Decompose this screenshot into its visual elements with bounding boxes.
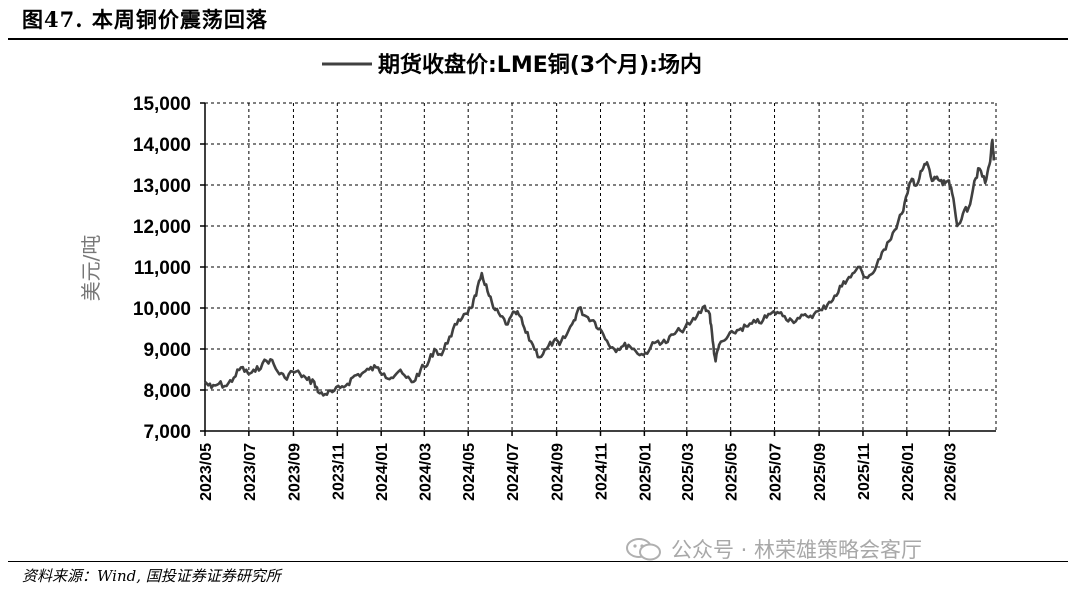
legend: 期货收盘价:LME铜(3个月):场内 bbox=[322, 52, 702, 78]
x-tick-label: 2025/11 bbox=[856, 443, 873, 500]
x-tick-label: 2024/11 bbox=[594, 443, 611, 500]
legend-label: 期货收盘价:LME铜(3个月):场内 bbox=[378, 52, 702, 78]
x-tick-label: 2025/03 bbox=[680, 443, 697, 501]
wechat-icon bbox=[625, 537, 663, 561]
x-tick-label: 2023/07 bbox=[242, 443, 259, 501]
x-tick-label: 2024/05 bbox=[461, 443, 478, 501]
x-tick-label: 2024/01 bbox=[374, 443, 391, 501]
y-tick-label: 7,000 bbox=[143, 422, 191, 443]
y-tick-label: 15,000 bbox=[133, 94, 191, 115]
grid-lines bbox=[205, 103, 996, 431]
x-tick-label: 2023/09 bbox=[286, 443, 303, 501]
x-tick-label: 2024/03 bbox=[417, 443, 434, 501]
x-tick-label: 2025/01 bbox=[637, 443, 654, 501]
series-line bbox=[205, 140, 994, 396]
x-tick-label: 2025/09 bbox=[812, 443, 829, 501]
y-tick-label: 9,000 bbox=[143, 340, 191, 361]
x-tick-label: 2024/07 bbox=[505, 443, 522, 501]
y-tick-label: 14,000 bbox=[133, 135, 191, 156]
x-tick-label: 2026/01 bbox=[900, 443, 917, 501]
y-axis-label: 美元/吨 bbox=[79, 235, 103, 302]
series-group bbox=[205, 140, 994, 396]
y-tick-label: 8,000 bbox=[143, 381, 191, 402]
y-tick-label: 11,000 bbox=[134, 258, 191, 279]
y-tick-labels: 7,000 8,000 9,000 10,000 11,000 12,000 13,000 1… bbox=[133, 94, 191, 443]
x-tick-label: 2025/05 bbox=[724, 443, 741, 501]
x-tick-label: 2023/11 bbox=[330, 443, 347, 500]
x-tick-label: 2026/03 bbox=[942, 443, 959, 501]
y-tick-label: 12,000 bbox=[133, 217, 191, 238]
x-tick-label: 2023/05 bbox=[198, 443, 215, 501]
x-tick-label: 2025/07 bbox=[768, 443, 785, 501]
watermark: 公众号 · 林荣雄策略会客厅 bbox=[625, 534, 922, 564]
y-tick-label: 13,000 bbox=[133, 176, 191, 197]
x-tick-labels: 2023/05 2023/07 2023/09 2023/11 2024/01 2024/… bbox=[198, 443, 959, 501]
x-tick-label: 2024/09 bbox=[550, 443, 567, 501]
axes bbox=[200, 103, 996, 436]
y-tick-label: 10,000 bbox=[133, 299, 191, 320]
source-note: 资料来源：Wind, 国投证券证券研究所 bbox=[22, 565, 281, 586]
watermark-text: 公众号 · 林荣雄策略会客厅 bbox=[671, 534, 922, 564]
